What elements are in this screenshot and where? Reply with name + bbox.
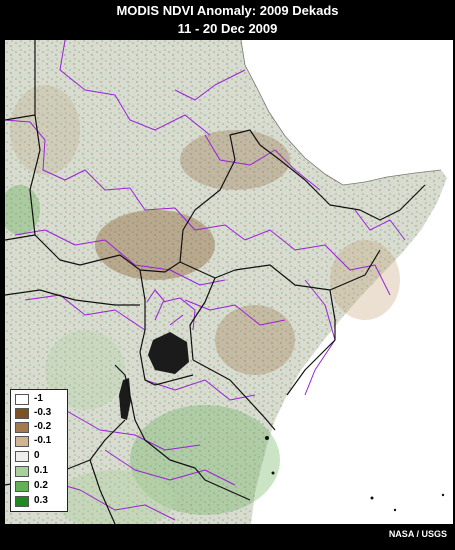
legend-swatch: [15, 451, 29, 462]
legend-swatch: [15, 394, 29, 405]
legend-swatch: [15, 408, 29, 419]
wet-anomaly-south: [55, 470, 175, 524]
legend-label: 0.3: [34, 495, 48, 506]
islands: [265, 436, 445, 512]
legend-label: -0.2: [34, 421, 52, 432]
legend-swatch: [15, 481, 29, 492]
legend-swatch: [15, 496, 29, 507]
lake-victoria: [148, 332, 189, 374]
legend-swatch: [15, 422, 29, 433]
anomaly-fields: [5, 85, 400, 524]
legend-label: 0.2: [34, 480, 48, 491]
dry-anomaly-kenya: [215, 305, 295, 375]
dry-anomaly-chad: [10, 85, 80, 175]
red-sea-coast: [240, 40, 442, 186]
legend-swatch: [15, 466, 29, 477]
legend-label: 0.1: [34, 465, 48, 476]
ndvi-anomaly-map: [5, 40, 453, 524]
map-subtitle: 11 - 20 Dec 2009: [177, 21, 278, 36]
legend-label: -0.1: [34, 435, 52, 446]
land-mass: [5, 40, 447, 524]
dry-anomaly-somalia: [330, 240, 400, 320]
ndvi-legend: -1 -0.3 -0.2 -0.1 0 0.1 0.2 0.3: [10, 389, 68, 512]
country-borders: [5, 40, 426, 524]
legend-label: -1: [34, 393, 43, 404]
legend-label: -0.3: [34, 407, 52, 418]
wet-anomaly-tanzania: [130, 405, 280, 515]
legend-label: 0: [34, 450, 40, 461]
map-title: MODIS NDVI Anomaly: 2009 Dekads: [116, 3, 339, 18]
legend-swatch: [15, 436, 29, 447]
credit-label: NASA / USGS: [388, 529, 447, 539]
